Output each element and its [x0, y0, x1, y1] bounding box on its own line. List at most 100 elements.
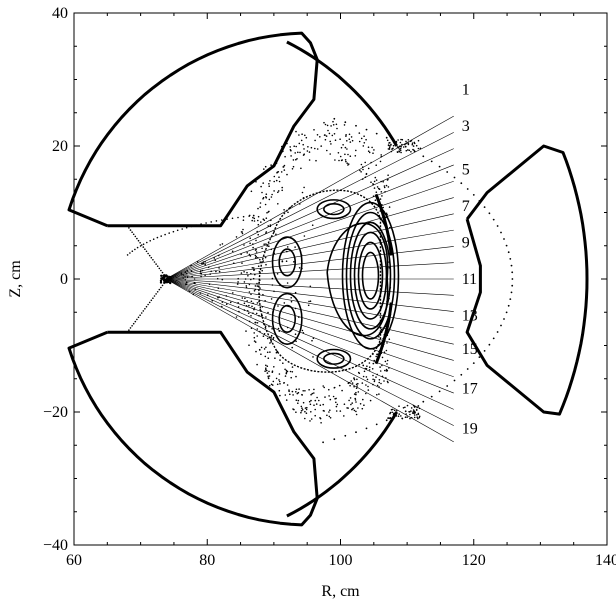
scatter-point: [352, 407, 354, 410]
scatter-point: [248, 304, 250, 307]
scatter-point: [380, 154, 383, 156]
scatter-point: [277, 305, 279, 307]
scatter-point: [389, 313, 392, 316]
scatter-point: [258, 293, 261, 296]
chord-label-11: 11: [462, 271, 477, 288]
scatter-point: [255, 255, 257, 258]
scatter-point: [263, 168, 265, 170]
scatter-point: [278, 389, 281, 392]
scatter-point: [350, 403, 352, 406]
scatter-point: [355, 401, 357, 403]
scatter-point: [418, 416, 421, 419]
scatter-point: [262, 218, 265, 220]
scatter-point: [266, 351, 269, 354]
scatter-point: [136, 237, 138, 240]
scatter-point: [338, 384, 341, 387]
scatter-point: [371, 368, 374, 370]
scatter-point: [265, 231, 268, 233]
scatter-point: [268, 325, 270, 328]
core-surface: [357, 241, 384, 310]
scatter-point: [318, 399, 320, 402]
scatter-point: [362, 168, 364, 171]
scatter-point: [329, 417, 332, 419]
scatter-point: [237, 216, 239, 219]
scatter-point: [404, 410, 407, 413]
scatter-point: [379, 370, 382, 372]
scatter-point: [285, 371, 288, 374]
scatter-point: [145, 250, 148, 253]
scatter-point: [417, 412, 420, 415]
scatter-point: [413, 412, 415, 415]
scatter-point: [383, 343, 385, 345]
scatter-point: [303, 186, 305, 189]
scatter-point: [150, 256, 153, 259]
scatter-point: [278, 157, 280, 159]
scatter-point: [350, 136, 353, 138]
scatter-point: [269, 180, 271, 182]
scatter-point: [336, 127, 338, 130]
scatter-point: [253, 290, 256, 292]
scatter-point: [310, 393, 312, 396]
scatter-point: [251, 267, 254, 269]
scatter-point: [353, 393, 356, 395]
scatter-point: [373, 379, 376, 381]
scatter-point: [286, 142, 288, 145]
scatter-point: [284, 375, 287, 377]
scatter-point: [213, 257, 216, 259]
scatter-point: [392, 413, 395, 416]
scatter-point: [496, 331, 499, 333]
scatter-point: [309, 285, 312, 288]
scatter-point: [298, 316, 300, 318]
scatter-point: [270, 334, 273, 337]
scatter-point: [417, 417, 419, 420]
scatter-point: [221, 243, 224, 245]
scatter-point: [466, 188, 469, 190]
scatter-point: [367, 150, 370, 152]
scatter-point: [360, 163, 363, 166]
scatter-point: [376, 353, 379, 356]
scatter-point: [140, 244, 143, 246]
scatter-point: [253, 307, 256, 309]
scatter-point: [333, 387, 336, 389]
scatter-point: [362, 145, 365, 147]
scatter-point: [132, 233, 135, 236]
scatter-point: [392, 408, 394, 411]
scatter-point: [361, 382, 364, 384]
scatter-point: [303, 153, 306, 155]
scatter-point: [279, 394, 281, 397]
scatter-point: [298, 388, 300, 390]
scatter-point: [330, 143, 332, 145]
scatter-point: [316, 396, 318, 399]
scatter-point: [362, 364, 365, 367]
scatter-point: [155, 263, 157, 265]
scatter-point: [273, 190, 275, 192]
scatter-point: [378, 381, 381, 384]
scatter-point: [257, 285, 260, 288]
scatter-point: [270, 338, 272, 341]
scatter-point: [364, 367, 367, 370]
scatter-point: [136, 318, 138, 321]
scatter-point: [411, 142, 414, 144]
scatter-point: [345, 135, 347, 137]
scatter-point: [396, 151, 399, 153]
scatter-point: [270, 341, 272, 343]
scatter-point: [418, 415, 421, 418]
scatter-point: [503, 238, 505, 240]
scatter-point: [472, 194, 475, 196]
scatter-point: [246, 310, 249, 312]
scatter-point: [405, 142, 408, 145]
scatter-point: [240, 253, 242, 256]
scatter-point: [231, 250, 234, 253]
scatter-point: [401, 417, 404, 420]
scatter-point: [297, 399, 300, 402]
scatter-point: [314, 139, 316, 142]
scatter-point: [346, 162, 349, 164]
scatter-point: [256, 322, 259, 324]
scatter-point: [248, 215, 250, 217]
scatter-point: [410, 151, 412, 153]
scatter-point: [378, 336, 380, 338]
scatter-point: [438, 390, 441, 393]
scatter-point: [381, 364, 383, 367]
scatter-point: [344, 434, 347, 437]
scatter-point: [388, 338, 391, 341]
